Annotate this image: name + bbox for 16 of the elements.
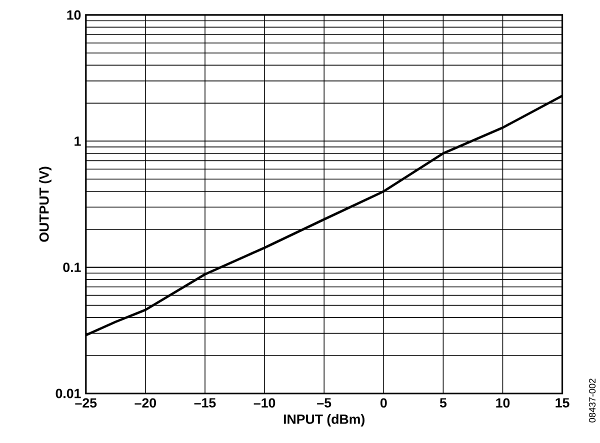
x-tick-label: –5	[317, 398, 332, 408]
y-tick-label: 0.01	[56, 388, 81, 398]
y-axis-title: OUTPUT (V)	[39, 166, 52, 242]
x-tick-label: –25	[75, 398, 97, 408]
x-tick-label: 5	[440, 398, 447, 408]
x-tick-label: –10	[254, 398, 276, 408]
x-tick-label: 0	[380, 398, 387, 408]
x-tick-label: –15	[194, 398, 216, 408]
y-tick-label: 1	[74, 136, 81, 146]
y-tick-label: 0.1	[63, 262, 81, 272]
x-tick-label: –20	[134, 398, 156, 408]
x-tick-label: 15	[556, 398, 570, 408]
x-axis-title: INPUT (dBm)	[284, 414, 364, 426]
text: 08437-002	[588, 378, 596, 422]
x-tick-label: 10	[496, 398, 510, 408]
y-tick-label: 10	[67, 10, 81, 20]
